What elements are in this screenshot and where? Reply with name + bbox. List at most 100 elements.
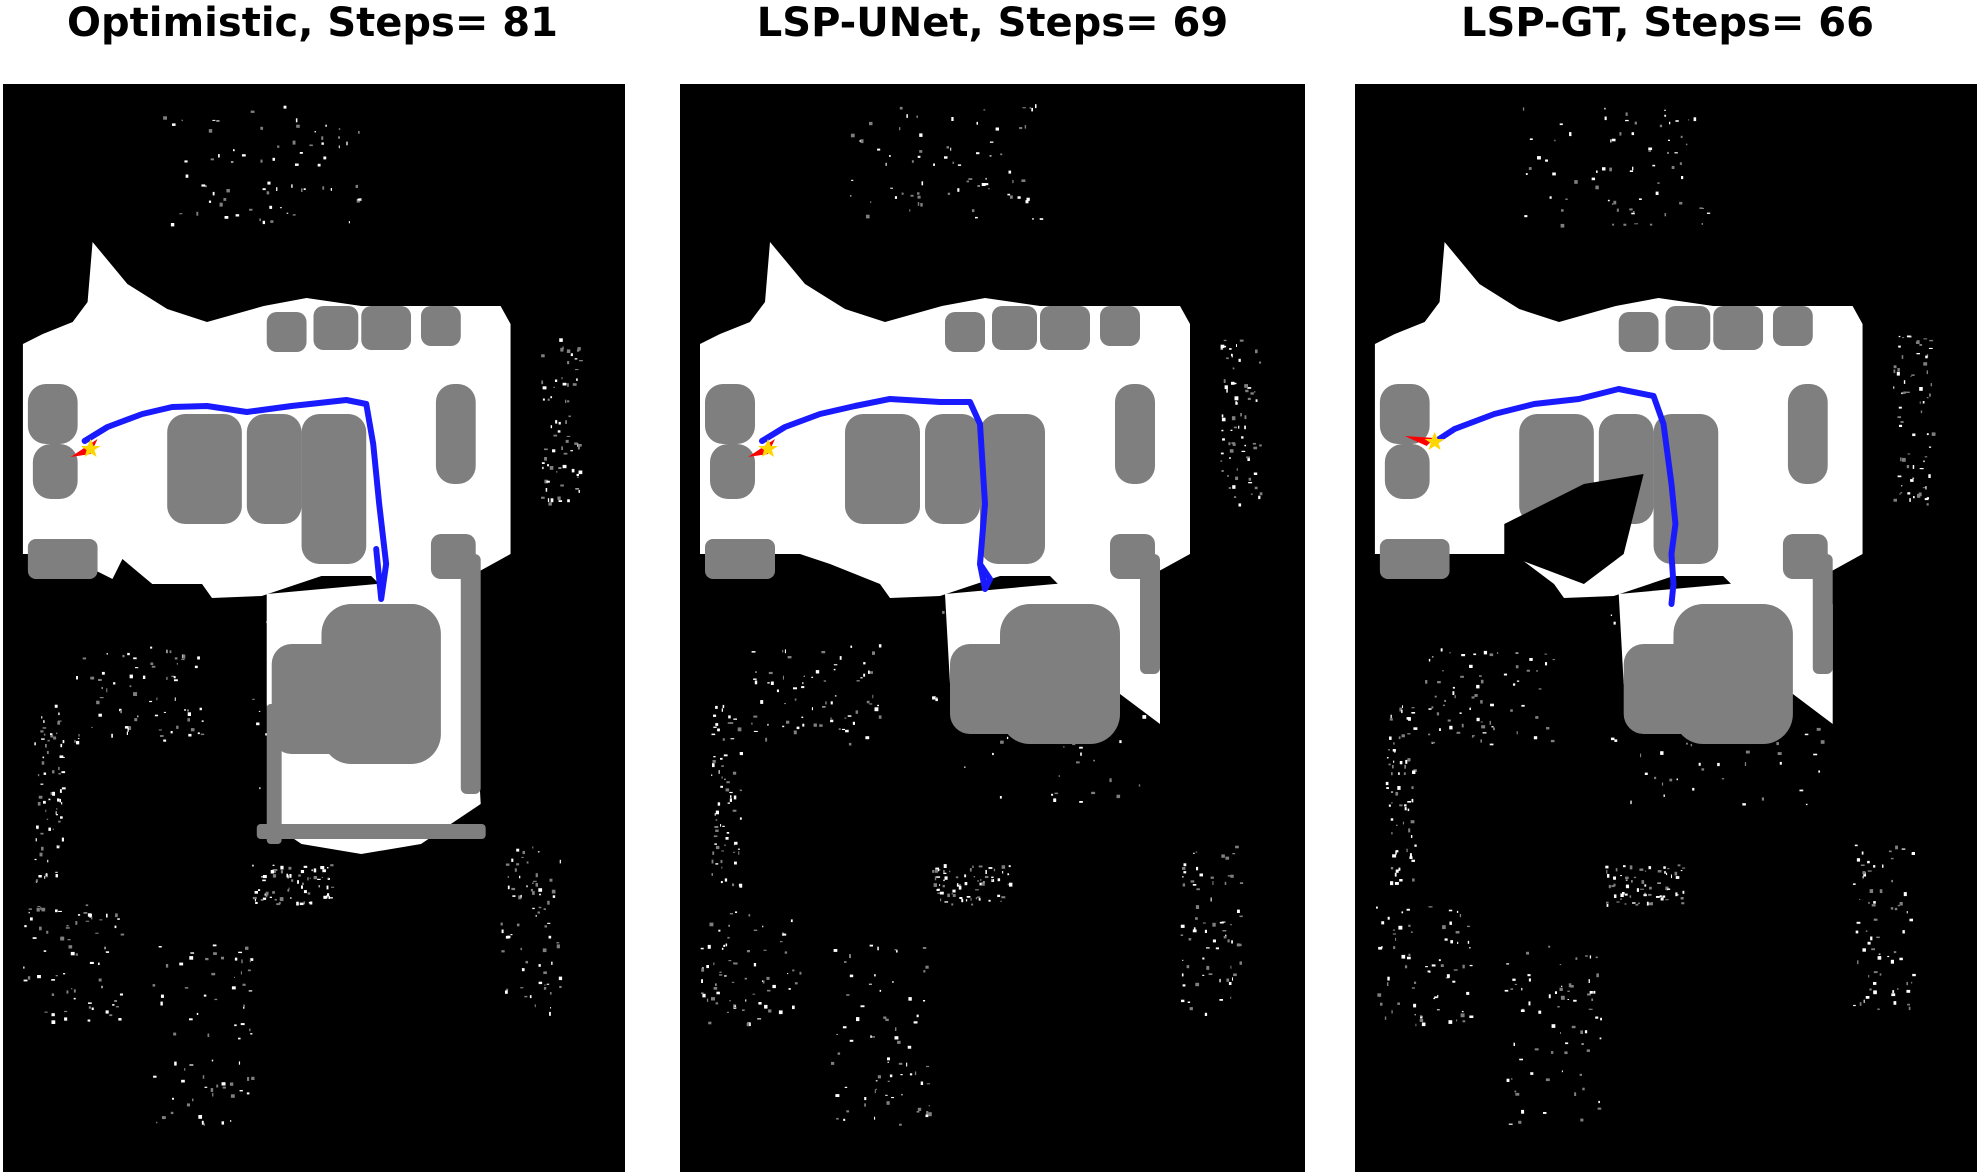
speckle-dot [871, 1036, 875, 1038]
speckle-dot [778, 1010, 783, 1015]
speckle-dot [571, 468, 575, 473]
speckle-dot [1675, 120, 1679, 122]
speckle-dot [1676, 778, 1678, 781]
speckle-dot [331, 886, 335, 888]
speckle-dot [1433, 997, 1436, 1000]
speckle-dot [1665, 899, 1669, 901]
speckle-dot [1232, 977, 1233, 981]
speckle-dot [852, 721, 855, 725]
speckle-dot [85, 904, 89, 907]
speckle-dot [329, 897, 333, 899]
speckle-dot [266, 191, 270, 195]
speckle-dot [552, 449, 556, 453]
speckle-dot [32, 937, 37, 939]
speckle-dot [262, 879, 266, 882]
speckle-dot [182, 654, 186, 659]
speckle-dot [877, 148, 881, 151]
speckle-dot [1392, 765, 1394, 769]
speckle-dot [790, 919, 793, 923]
speckle-dot [1009, 882, 1013, 887]
speckle-dot [1529, 658, 1533, 661]
speckle-dot [1613, 621, 1616, 625]
speckle-dot [981, 183, 986, 186]
speckle-dot [355, 184, 358, 188]
speckle-dot [1919, 468, 1924, 470]
speckle-dot [883, 1016, 887, 1019]
speckle-dot [317, 878, 321, 880]
speckle-dot [864, 1103, 866, 1107]
speckle-dot [1230, 996, 1232, 999]
speckle-dot [532, 907, 535, 910]
speckle-dot [1631, 212, 1635, 215]
speckle-dot [296, 124, 300, 128]
speckle-dot [1776, 742, 1779, 746]
speckle-dot [1928, 446, 1932, 448]
speckle-dot [114, 925, 117, 929]
speckle-dot [717, 728, 720, 732]
speckle-dot [1388, 749, 1390, 751]
speckle-dot [1493, 727, 1495, 731]
speckle-dot [40, 783, 44, 785]
speckle-dot [1226, 978, 1230, 982]
speckle-dot [208, 129, 213, 133]
speckle-dot [1411, 798, 1414, 803]
speckle-dot [221, 1121, 225, 1125]
speckle-dot [715, 723, 719, 726]
speckle-dot [1667, 868, 1670, 870]
speckle-dot [1570, 985, 1574, 988]
speckle-dot [1254, 391, 1256, 393]
speckle-dot [189, 1064, 194, 1066]
speckle-dot [262, 875, 267, 879]
speckle-dot [1560, 995, 1565, 1000]
speckle-dot [939, 891, 944, 895]
speckle-dot [41, 846, 44, 851]
speckle-dot [1223, 379, 1226, 383]
speckle-dot [216, 1084, 219, 1088]
speckle-dot [547, 922, 551, 924]
speckle-dot [1671, 166, 1675, 169]
speckle-dot [942, 884, 945, 888]
speckle-dot [1613, 883, 1616, 887]
speckle-dot [1620, 875, 1622, 877]
speckle-dot [1425, 680, 1428, 684]
speckle-dot [1196, 888, 1200, 891]
speckle-dot [549, 878, 553, 882]
speckle-dot [1901, 392, 1904, 395]
speckle-dot [1593, 990, 1596, 994]
speckle-dot [752, 993, 756, 995]
speckle-dot [1873, 990, 1877, 995]
speckle-dot [326, 895, 328, 899]
speckle-dot [283, 105, 287, 109]
speckle-dot [701, 968, 705, 972]
speckle-dot [1897, 904, 1900, 907]
speckle-dot [1439, 728, 1441, 731]
speckle-dot [1208, 973, 1213, 975]
speckle-dot [504, 990, 508, 994]
speckle-dot [739, 789, 742, 792]
speckle-dot [1006, 736, 1009, 740]
speckle-dot [833, 668, 836, 671]
speckle-dot [850, 195, 852, 197]
speckle-dot [989, 141, 994, 143]
speckle-dot [521, 856, 524, 858]
speckle-dot [1394, 750, 1396, 753]
speckle-dot [1196, 866, 1199, 871]
speckle-dot [713, 962, 715, 966]
speckle-dot [936, 876, 941, 878]
speckle-dot [181, 1079, 185, 1083]
speckle-dot [291, 184, 293, 188]
speckle-dot [1685, 143, 1688, 146]
speckle-dot [819, 724, 823, 727]
speckle-dot [796, 726, 800, 730]
speckle-dot [23, 979, 28, 982]
speckle-dot [1646, 901, 1649, 906]
speckle-dot [62, 740, 65, 744]
speckle-dot [235, 214, 240, 217]
speckle-dot [267, 181, 271, 185]
speckle-dot [1891, 879, 1894, 883]
speckle-dot [896, 949, 898, 953]
speckle-dot [1745, 750, 1750, 754]
speckle-dot [313, 868, 317, 873]
speckle-dot [1471, 696, 1475, 699]
speckle-dot [713, 835, 718, 838]
